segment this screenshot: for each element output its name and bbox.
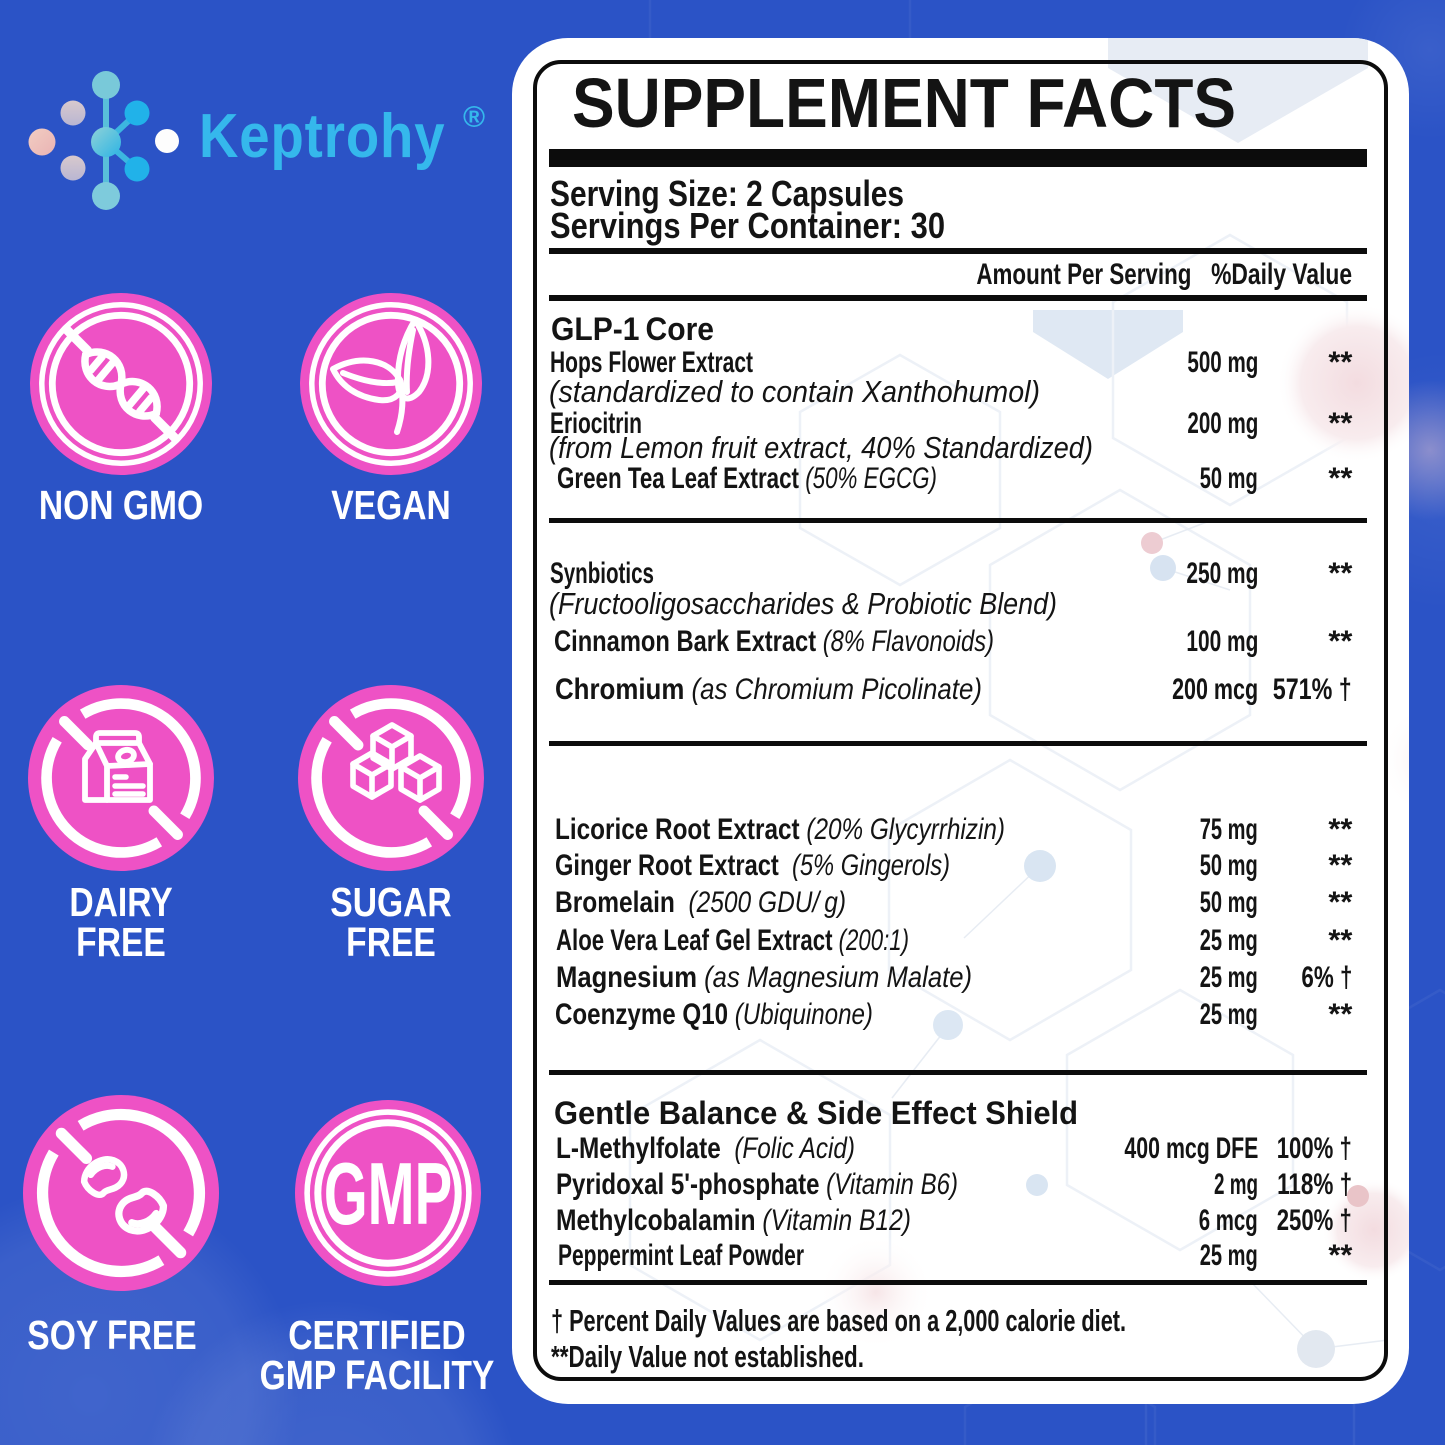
svg-text:Keptrohy: Keptrohy [199,102,445,171]
svg-text:GMP: GMP [324,1144,452,1243]
svg-text:®: ® [463,101,485,134]
